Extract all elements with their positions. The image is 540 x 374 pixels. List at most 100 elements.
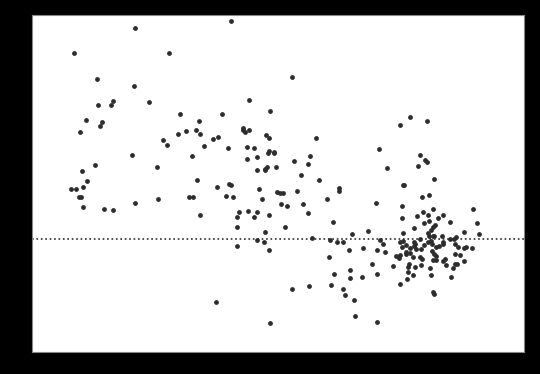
Point <box>265 248 273 254</box>
Point <box>306 153 314 159</box>
Point <box>70 50 78 56</box>
Point <box>442 262 450 268</box>
Point <box>435 243 444 249</box>
Point <box>460 229 468 235</box>
Point <box>428 241 437 247</box>
Point <box>265 135 273 141</box>
Point <box>450 251 459 257</box>
Point <box>422 159 431 165</box>
Point <box>410 239 418 245</box>
Point <box>461 245 470 251</box>
Point <box>82 178 91 184</box>
Point <box>440 256 449 262</box>
Point <box>276 190 285 196</box>
Point <box>303 210 312 216</box>
Point <box>451 234 460 240</box>
Point <box>288 74 296 80</box>
Point <box>345 246 353 252</box>
Point <box>396 122 405 128</box>
Point <box>438 212 447 218</box>
Point <box>224 145 233 151</box>
Point <box>401 249 410 255</box>
Point <box>193 177 201 183</box>
Point <box>455 252 464 258</box>
Point <box>189 194 198 200</box>
Point <box>153 196 162 202</box>
Point <box>227 18 236 24</box>
Point <box>305 283 314 289</box>
Point <box>130 83 139 89</box>
Point <box>418 209 427 215</box>
Point <box>244 208 252 214</box>
Point <box>234 209 243 215</box>
Point <box>392 254 400 260</box>
Point <box>437 233 446 239</box>
Point <box>173 131 182 137</box>
Point <box>373 319 382 325</box>
Point <box>165 50 173 56</box>
Point <box>67 186 76 192</box>
Point <box>299 202 308 208</box>
Point <box>128 152 137 158</box>
Point <box>381 249 390 255</box>
Point <box>439 241 448 247</box>
Point <box>270 150 279 156</box>
Point <box>282 203 291 209</box>
Point <box>287 286 296 292</box>
Point <box>213 184 221 190</box>
Point <box>412 213 421 219</box>
Point <box>415 152 424 158</box>
Point <box>395 255 403 261</box>
Point <box>406 245 415 251</box>
Point <box>411 246 420 252</box>
Point <box>473 220 482 226</box>
Point <box>427 272 435 278</box>
Point <box>228 194 237 200</box>
Point <box>227 182 235 188</box>
Point <box>325 254 334 260</box>
Point <box>245 97 254 103</box>
Point <box>269 150 278 156</box>
Point <box>307 235 316 241</box>
Point <box>373 272 381 278</box>
Point <box>421 157 429 163</box>
Point <box>187 153 196 159</box>
Point <box>99 206 108 212</box>
Point <box>163 142 172 148</box>
Point <box>429 233 437 239</box>
Point <box>253 209 261 215</box>
Point <box>430 233 439 239</box>
Point <box>439 258 448 264</box>
Point <box>373 246 381 252</box>
Point <box>322 196 331 202</box>
Point <box>399 230 408 236</box>
Point <box>358 274 367 280</box>
Point <box>257 196 266 202</box>
Point <box>420 220 428 226</box>
Point <box>375 237 384 243</box>
Point <box>272 189 281 195</box>
Point <box>434 215 442 221</box>
Point <box>424 239 433 245</box>
Point <box>109 98 117 104</box>
Point <box>90 162 99 168</box>
Point <box>334 186 343 191</box>
Point <box>439 239 448 245</box>
Point <box>417 246 426 252</box>
Point <box>399 183 408 188</box>
Point <box>233 224 241 230</box>
Point <box>469 206 477 212</box>
Point <box>406 114 414 120</box>
Point <box>312 135 320 141</box>
Point <box>221 193 230 199</box>
Point <box>396 239 404 245</box>
Point <box>379 241 388 247</box>
Point <box>330 271 339 277</box>
Point <box>446 236 455 242</box>
Point <box>264 150 272 156</box>
Point <box>98 119 106 125</box>
Point <box>409 273 417 279</box>
Point <box>446 219 455 225</box>
Point <box>403 269 412 275</box>
Point <box>72 186 81 191</box>
